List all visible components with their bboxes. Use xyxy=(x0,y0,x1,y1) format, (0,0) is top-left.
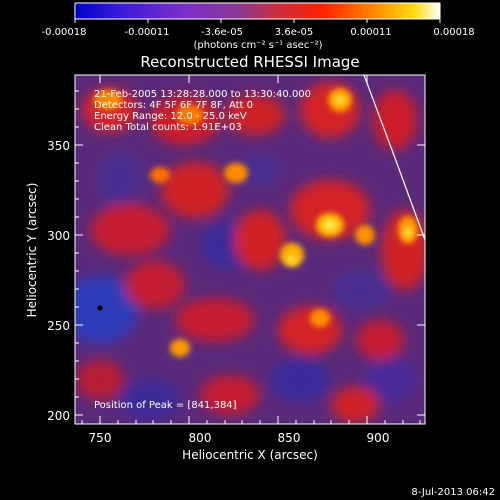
time-range-annotation: 21-Feb-2005 13:28:28.000 to 13:30:40.000 xyxy=(94,89,311,100)
solar-image-map xyxy=(75,75,425,424)
colorbar-tick-label: -0.00018 xyxy=(42,27,87,38)
detectors-annotation: Detectors: 4F 5F 6F 7F 8F, Att 0 xyxy=(94,100,253,111)
y-tick-label: 350 xyxy=(47,139,70,153)
plot-title: Reconstructed RHESSI Image xyxy=(140,53,359,71)
y-tick-label: 250 xyxy=(47,319,70,333)
colorbar xyxy=(75,3,440,19)
colorbar-tick-label: 0.00018 xyxy=(433,27,474,38)
peak-marker xyxy=(97,305,103,311)
clean-counts-annotation: Clean Total counts: 1.91E+03 xyxy=(94,122,242,133)
plot-frame xyxy=(74,74,426,425)
footer-timestamp: 8-Jul-2013 06:42 xyxy=(411,487,495,498)
colorbar-tick-label: 0.00011 xyxy=(350,27,391,38)
colorbar-units: (photons cm⁻² s⁻¹ asec⁻²) xyxy=(193,40,322,51)
x-axis-label: Heliocentric X (arcsec) xyxy=(182,448,318,462)
peak-position-annotation: Position of Peak = [841,384] xyxy=(94,400,237,411)
x-tick-label: 750 xyxy=(89,431,112,445)
y-tick-label: 300 xyxy=(47,229,70,243)
colorbar-tick-label: 3.6e-05 xyxy=(275,27,313,38)
solar-limb-line xyxy=(363,75,425,241)
y-axis-label: Heliocentric Y (arcsec) xyxy=(25,183,39,318)
y-tick-label: 200 xyxy=(47,409,70,423)
colorbar-tick-label: -0.00011 xyxy=(125,27,170,38)
colorbar-tick-label: -3.6e-05 xyxy=(201,27,243,38)
x-tick-label: 850 xyxy=(278,431,301,445)
x-tick-label: 900 xyxy=(367,431,390,445)
x-tick-label: 800 xyxy=(189,431,212,445)
energy-range-annotation: Energy Range: 12.0 - 25.0 keV xyxy=(94,111,247,122)
